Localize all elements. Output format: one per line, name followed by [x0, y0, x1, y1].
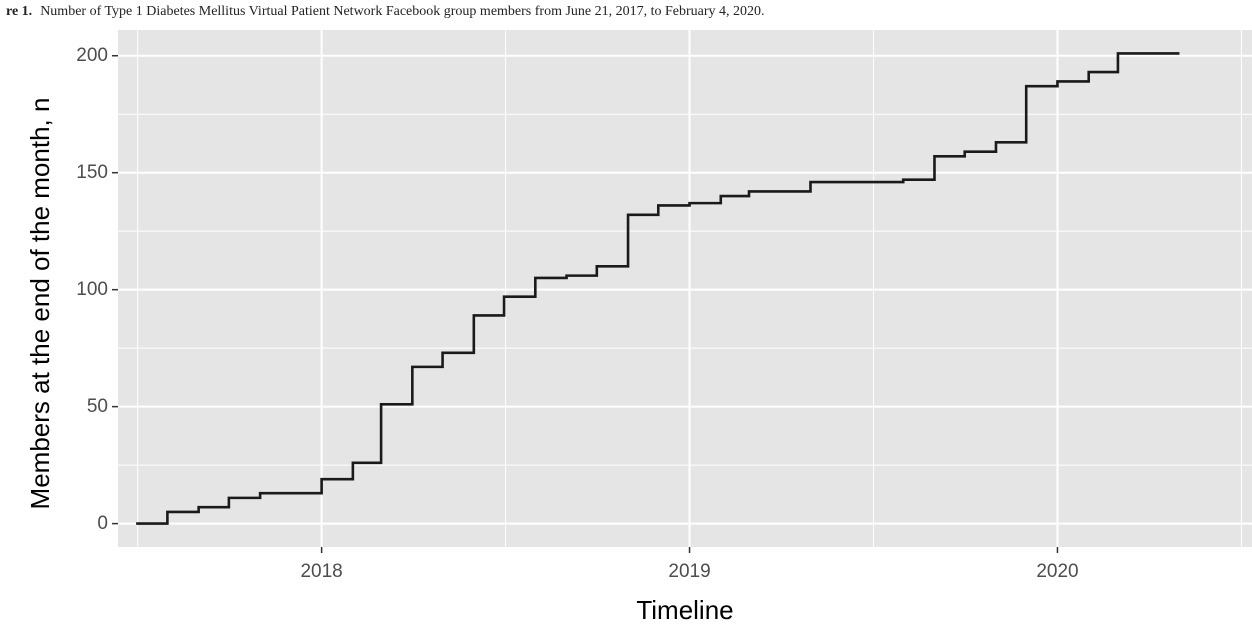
caption-prefix: re 1.: [6, 4, 32, 19]
grid-major: [118, 30, 1252, 547]
plot-panel: [118, 30, 1252, 547]
figure-caption: re 1. Number of Type 1 Diabetes Mellitus …: [6, 4, 765, 19]
x-axis: 2018 2019 2020: [300, 547, 1079, 582]
x-tick-label: 2020: [1036, 561, 1078, 582]
grid-minor: [118, 30, 1252, 547]
y-axis: 0 50 100 150 200: [76, 45, 118, 534]
y-tick-label: 150: [76, 162, 108, 183]
y-tick-label: 100: [76, 279, 108, 300]
caption-text: Number of Type 1 Diabetes Mellitus Virtu…: [40, 4, 764, 19]
x-tick-label: 2018: [300, 561, 342, 582]
y-tick-label: 0: [97, 513, 108, 534]
x-axis-title: Timeline: [636, 595, 733, 625]
y-tick-label: 200: [76, 45, 108, 66]
y-axis-title: Members at the end of the month, n: [25, 98, 55, 510]
members-step-line: [136, 52, 1180, 525]
x-tick-label: 2019: [668, 561, 710, 582]
y-tick-label: 50: [87, 396, 108, 417]
